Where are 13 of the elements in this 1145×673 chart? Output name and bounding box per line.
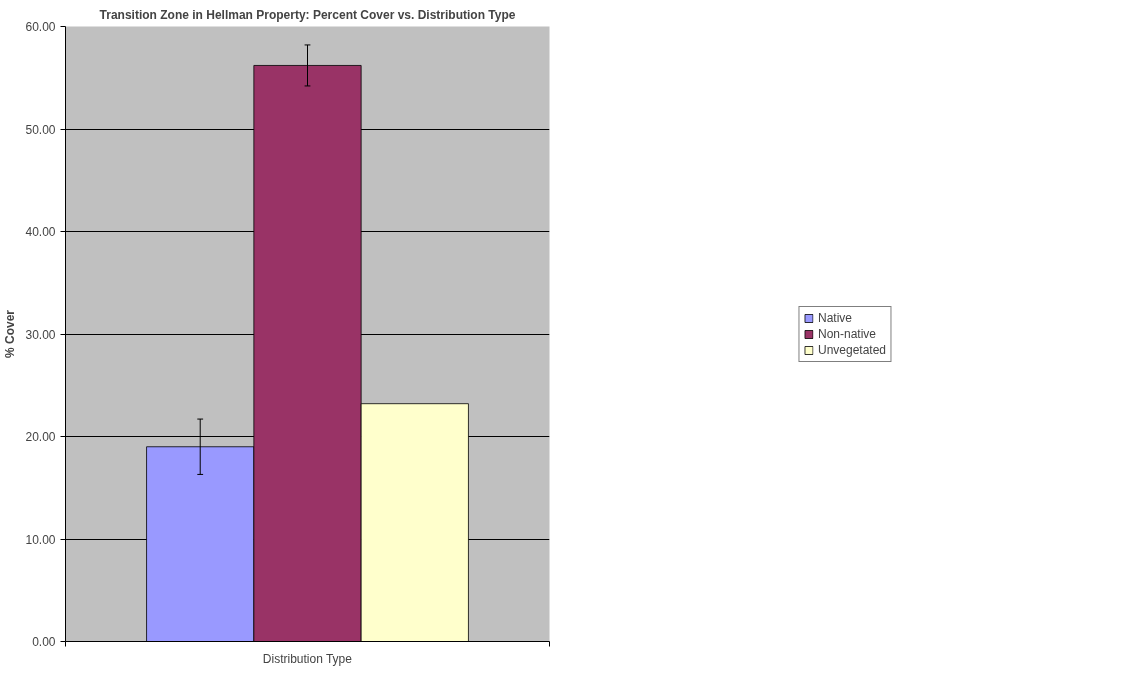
y-tick-label: 30.00 <box>25 327 56 342</box>
y-tick-label: 40.00 <box>25 225 56 239</box>
y-tick-label: 20.00 <box>25 430 56 444</box>
y-tick-label: 10.00 <box>25 532 56 547</box>
legend-label: Non-native <box>817 326 876 341</box>
y-tick-label: 50.00 <box>25 122 56 137</box>
y-axis-title: % Cover <box>3 309 18 359</box>
legend-label: Native <box>817 310 852 325</box>
x-axis-title: Distribution Type <box>262 651 353 666</box>
legend-label: Unvegetated <box>817 342 887 357</box>
y-tick-label: 0.00 <box>32 635 56 649</box>
y-tick-label: 60.00 <box>25 20 56 34</box>
chart-title: Transition Zone in Hellman Property: Percent Cover vs. Distribution Type <box>99 7 516 22</box>
